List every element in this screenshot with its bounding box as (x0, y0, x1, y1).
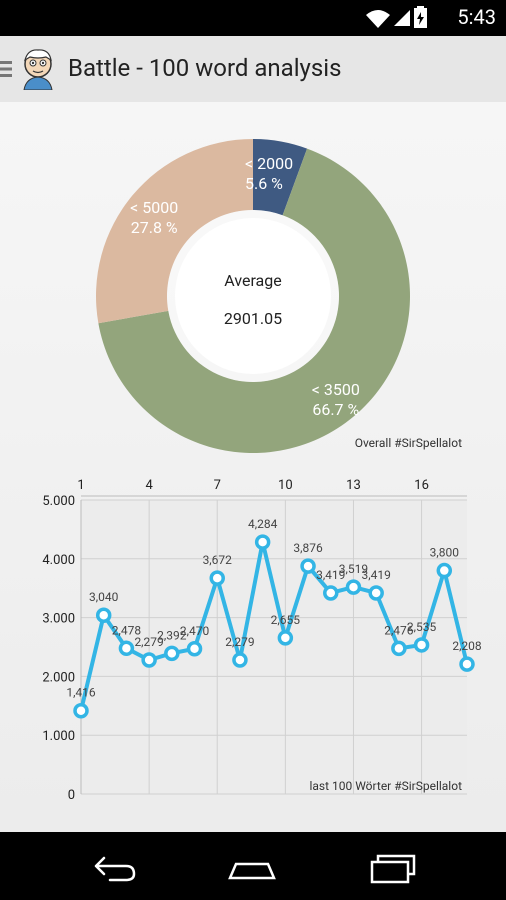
donut-segment-label: < 2000 (245, 154, 293, 173)
data-point (232, 652, 248, 668)
donut-segment-label: < 5000 (130, 198, 178, 217)
data-label: 2,476 (384, 623, 414, 637)
x-tick-label: 7 (214, 478, 221, 493)
data-point (164, 645, 180, 662)
data-point (436, 562, 453, 579)
data-label: 2,279 (134, 635, 163, 649)
data-point (413, 637, 430, 653)
y-tick-label: 0 (68, 788, 75, 803)
y-tick-label: 5.000 (42, 494, 75, 509)
data-label: 2,279 (225, 635, 254, 649)
donut-caption: Overall #SirSpellalot (355, 436, 462, 450)
battery-icon (414, 6, 427, 28)
wifi-icon (366, 10, 390, 28)
data-label: 2,478 (112, 623, 142, 637)
data-point (368, 585, 384, 601)
data-point (209, 570, 225, 586)
data-label: 2,535 (407, 620, 437, 634)
status-time: 5:43 (457, 5, 496, 29)
data-label: 3,876 (293, 541, 323, 555)
data-label: 3,419 (362, 568, 391, 582)
x-tick-label: 10 (278, 478, 293, 493)
data-point (95, 607, 112, 623)
drawer-menu-icon[interactable] (0, 59, 12, 79)
data-point (391, 640, 407, 657)
data-label: 3,519 (339, 562, 368, 576)
home-button-icon[interactable] (222, 846, 282, 886)
action-bar: Battle - 100 word analysis (0, 36, 506, 102)
navigation-bar (0, 832, 506, 900)
status-bar: 5:43 (0, 0, 506, 36)
signal-icon (394, 10, 410, 26)
data-label: 3,672 (203, 553, 233, 567)
app-logo-icon[interactable] (18, 46, 58, 90)
data-label: 2,208 (452, 639, 482, 653)
data-label: 3,040 (89, 590, 119, 604)
data-label: 2,470 (180, 624, 210, 638)
donut-center-value: 2901.05 (224, 309, 282, 328)
x-tick-label: 4 (145, 478, 153, 493)
line-chart-caption: last 100 Wörter #SirSpellalot (309, 779, 462, 793)
data-point (345, 579, 362, 595)
y-tick-label: 1.000 (42, 729, 75, 744)
donut-segment-label: < 3500 (312, 380, 360, 399)
data-point (118, 640, 135, 657)
data-point (459, 656, 475, 672)
data-label: 4,284 (248, 517, 278, 531)
donut-segment-percent: 27.8 % (131, 218, 178, 237)
data-point (141, 652, 157, 668)
y-tick-label: 3.000 (42, 612, 75, 627)
data-point (277, 630, 294, 646)
donut-segment (96, 139, 253, 324)
x-tick-label: 13 (346, 478, 361, 493)
donut-segment (98, 148, 411, 453)
donut-segment-percent: 5.6 % (245, 174, 283, 193)
wifi-battery-icons (366, 6, 427, 28)
x-tick-label: 16 (414, 478, 429, 493)
y-tick-label: 4.000 (42, 553, 75, 568)
data-label: 3,800 (430, 546, 460, 560)
x-tick-label: 1 (77, 478, 84, 493)
data-point (186, 641, 203, 657)
back-button-icon[interactable] (82, 846, 142, 886)
donut-segment-percent: 66.7 % (312, 400, 359, 419)
donut-segment (253, 139, 308, 216)
content-area: Average 2901.05 < 2000 5.6 % < 3500 66.7 % <… (0, 102, 506, 832)
data-label: 3,419 (316, 568, 345, 582)
recent-apps-button-icon[interactable] (366, 846, 426, 886)
data-label: 2,392 (157, 628, 187, 642)
page-title: Battle - 100 word analysis (68, 54, 342, 82)
donut-center-label: Average (224, 271, 281, 290)
data-label: 2,655 (271, 613, 301, 627)
data-label: 1,416 (66, 686, 96, 700)
data-point (73, 702, 89, 719)
data-point (323, 585, 339, 601)
y-tick-label: 2.000 (42, 670, 75, 685)
data-point (300, 558, 316, 574)
data-point (254, 534, 271, 550)
